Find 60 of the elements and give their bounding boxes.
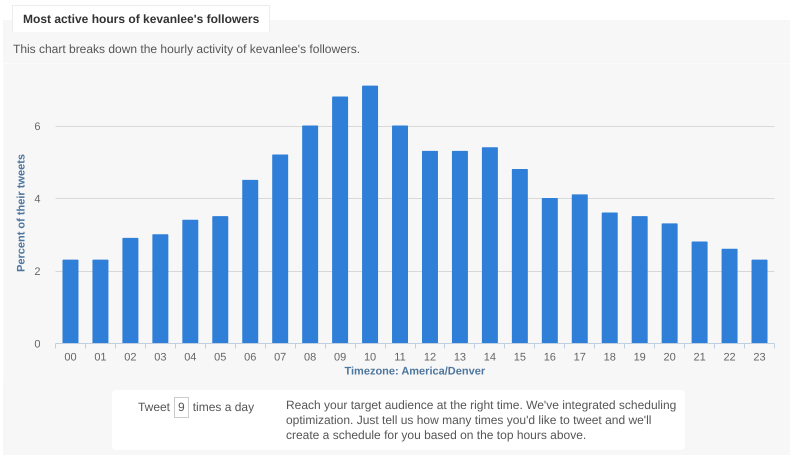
x-tick-label: 08 [304,352,316,364]
bar [392,126,408,344]
bar [632,216,648,344]
bar [422,150,438,344]
text: Reach your target audience at the right time. We've integrated scheduling optimization. Just tell us how many times you'd like to tweet and we'll create a schedule for you based on the top hours above. [286,398,678,443]
y-tick-label: 4 [34,194,41,206]
bar [572,194,588,344]
bar [302,126,318,344]
chart-subtitle: This chart breaks down the hourly activity of kevanlee's followers. [13,41,360,58]
x-tick-label: 22 [723,352,736,364]
x-tick-label: 01 [94,352,107,364]
chart-title: Most active hours of kevanlee's followers [12,5,270,32]
x-tick-label: 02 [124,352,137,364]
x-tick-label: 12 [424,352,436,364]
x-tick-label: 17 [574,352,586,364]
bar [692,242,708,344]
x-tick-label: 20 [664,352,676,364]
x-tick-label: 05 [214,352,226,364]
bar [542,198,558,344]
text: 9 [174,397,189,418]
y-tick-label: 2 [34,266,41,278]
y-tick-label: 6 [34,121,41,133]
bar [722,248,738,344]
bar [332,96,348,344]
x-tick-label: 07 [274,352,286,364]
x-tick-label: 09 [334,352,346,364]
bar [602,212,618,344]
bar [242,180,258,344]
bar [62,260,78,344]
x-tick-label: 16 [544,352,556,364]
bar [272,154,288,344]
bar [182,220,198,344]
bar [122,238,138,344]
bar [152,234,168,344]
bar [512,169,528,344]
x-tick-label: 00 [64,352,77,364]
y-tick-label: 0 [34,338,41,350]
x-tick-label: 04 [184,352,196,364]
bar [662,223,678,344]
bar [212,216,228,344]
x-tick-label: 23 [753,352,766,364]
bar [362,86,378,344]
text: times a day [192,400,254,414]
x-tick-label: 18 [604,352,616,364]
x-tick-label: 10 [364,352,376,364]
x-tick-label: 11 [394,352,406,364]
y-axis-title: Percent of their tweets [15,154,28,272]
x-tick-label: 14 [484,352,496,364]
x-tick-label: 03 [154,352,166,364]
x-tick-label: 21 [693,352,706,364]
bar [452,150,468,344]
bar [482,147,498,344]
x-tick-label: 15 [514,352,526,364]
x-axis-title: Timezone: America/Denver [344,366,486,378]
x-tick-label: 19 [634,352,646,364]
x-tick-label: 13 [454,352,466,364]
text: Tweet [138,400,170,414]
bar [92,260,108,344]
x-tick-label: 06 [244,352,256,364]
bar [752,260,768,344]
